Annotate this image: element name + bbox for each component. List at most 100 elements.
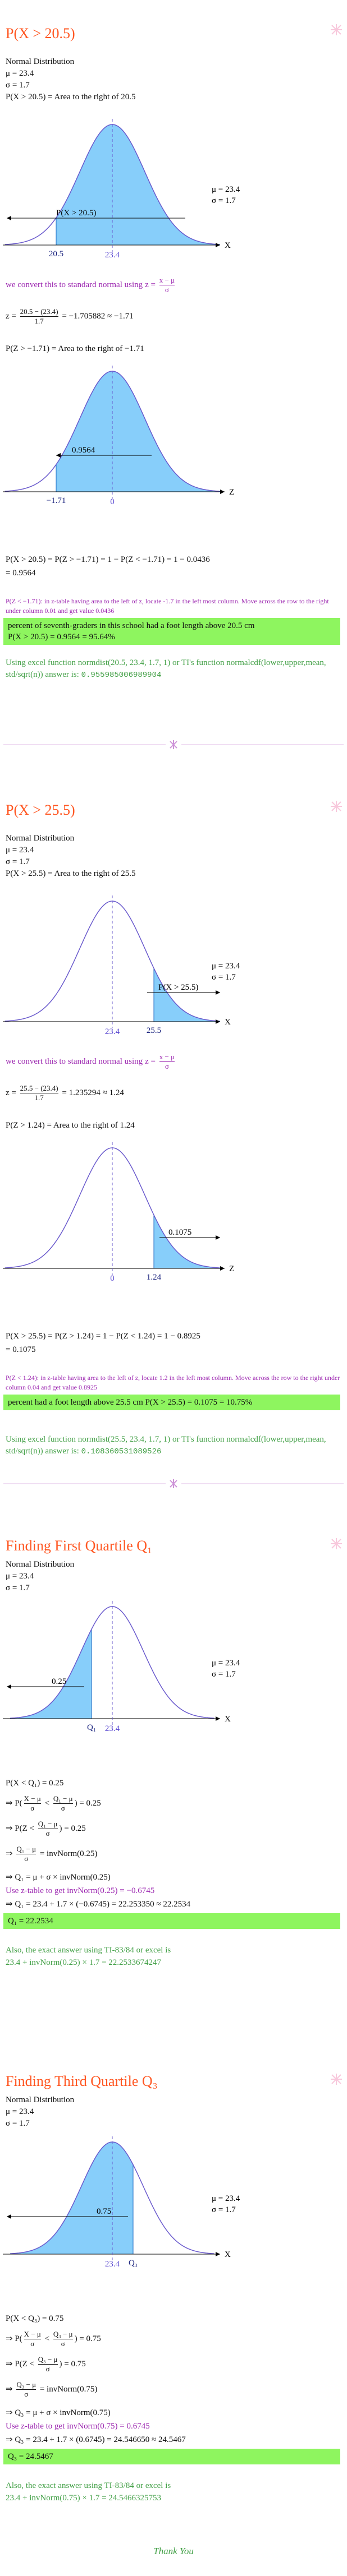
math-text: ) = 0.25 — [59, 1823, 86, 1833]
logo-shape — [331, 801, 342, 812]
cut-label: −1.71 — [47, 496, 66, 505]
logo-shape — [331, 2074, 342, 2085]
given-line: Normal Distribution — [6, 1560, 75, 1569]
cut-label: 25.5 — [147, 1026, 161, 1035]
denominator: σ — [24, 2339, 41, 2348]
math-text: < — [42, 1798, 52, 1808]
denominator: σ — [38, 2364, 58, 2374]
pointer-arrow — [56, 453, 61, 458]
axis-arrow — [216, 1019, 220, 1024]
given-line: σ = 1.7 — [6, 1584, 30, 1592]
shaded-area — [10, 2141, 134, 2255]
section: P(X > 20.5) Normal Distribution μ = 23.4 σ … — [0, 0, 347, 740]
mean-label: 23.4 — [105, 251, 120, 260]
answer-box: Q₃ = 24.5467 — [3, 2449, 340, 2464]
numerator: x − μ — [159, 276, 175, 284]
section: P(X > 25.5) Normal Distribution μ = 23.4 σ … — [0, 777, 347, 1517]
given-line: σ = 1.7 — [6, 81, 30, 90]
step-line: P(X < Q₃) = 0.75 — [6, 2313, 341, 2324]
given-line: μ = 23.4 — [6, 2107, 34, 2116]
math-text: ) = 0.75 — [74, 2334, 101, 2343]
given-line: μ = 23.4 — [6, 69, 34, 78]
answer-box: percent of seventh-graders in this schoo… — [3, 618, 340, 645]
numerator: Q₁ − μ — [38, 1820, 58, 1828]
math-text: = −1.705882 ≈ −1.71 — [60, 311, 134, 321]
math-text: = invNorm(0.25) — [38, 1849, 98, 1858]
z-table-line: Use z-table to get invNorm(0.75) = 0.674… — [6, 2422, 150, 2431]
section: Finding First Quartile Q₁ Normal Distribu… — [0, 1514, 347, 1996]
pointer-arrow — [7, 1684, 11, 1689]
excel-value: 0.955985006989904 — [81, 671, 162, 680]
cut-label: Q₃ — [129, 2259, 138, 2268]
z-area-statement: P(Z > 1.24) = Area to the right of 1.24 — [6, 1121, 135, 1130]
answer-line: P(X > 20.5) = 0.9564 = 95.64% — [8, 633, 115, 641]
step-line: ⇒ P(Z < Q₃ − μ σ) = 0.75 — [6, 2355, 341, 2374]
step-line: ⇒ Q₃ = μ + σ × invNorm(0.75) — [6, 2407, 341, 2418]
pointer-arrow — [7, 216, 11, 220]
given-line: σ = 1.7 — [6, 857, 30, 866]
closing-text: Thank You — [153, 2546, 194, 2556]
logo-shape — [331, 24, 342, 35]
excel-note: Using excel function normdist(20.5, 23.4… — [6, 657, 341, 681]
sigma-label: σ = 1.7 — [212, 973, 236, 982]
result-line: P(X > 20.5) = P(Z > −1.71) = 1 − P(Z < −… — [6, 555, 210, 564]
mean-label: 23.4 — [105, 1027, 120, 1036]
math-text: = 1.235294 ≈ 1.24 — [60, 1088, 124, 1097]
exact-text: Also, the exact answer using TI-83/84 or… — [6, 2481, 171, 2490]
section-title: P(X > 20.5) — [6, 25, 75, 41]
region-label: 0.1075 — [168, 1228, 191, 1237]
math-text: ⇒ — [6, 2384, 15, 2394]
z-area-statement: P(Z > −1.71) = Area to the right of −1.7… — [6, 344, 144, 353]
mean-label: 0 — [110, 497, 115, 506]
axis-label: X — [225, 2250, 231, 2259]
section-title: Finding First Quartile Q₁ — [6, 1538, 153, 1554]
section-title: P(X > 25.5) — [6, 802, 75, 818]
shaded-area — [153, 1215, 220, 1269]
shaded-area — [153, 968, 220, 1022]
mean-label: 0 — [110, 1274, 115, 1283]
pointer-arrow — [216, 990, 220, 995]
axis-label: X — [225, 1018, 231, 1027]
math-text: ⇒ Q₁ = μ + σ × invNorm(0.25) — [6, 1873, 111, 1882]
math-text: ⇒ P(Z < — [6, 1823, 36, 1833]
denominator: σ — [53, 2339, 73, 2348]
math-text: ⇒ P(Z < — [6, 2359, 36, 2369]
math-text: ⇒ P( — [6, 1798, 22, 1808]
mu-label: μ = 23.4 — [212, 1659, 240, 1668]
denominator: σ — [16, 1854, 36, 1863]
normal-curve-graph: 0.9564 −1.71 0 Z — [3, 366, 234, 506]
given-line: Normal Distribution — [6, 2095, 75, 2104]
axis-arrow — [216, 243, 220, 247]
region-label: P(X > 20.5) — [56, 209, 96, 218]
denominator: σ — [24, 1803, 41, 1813]
numerator: Q₁ − μ — [53, 1794, 73, 1803]
denominator: σ — [159, 285, 175, 294]
sigma-label: σ = 1.7 — [212, 2205, 236, 2214]
region-label: 0.75 — [97, 2207, 111, 2216]
math-text: < — [42, 2334, 52, 2343]
normal-curve-graph: 0.1075 1.24 0 Z — [3, 1142, 234, 1283]
exact-value: 23.4 + invNorm(0.75) × 1.7 = 24.54663257… — [6, 2494, 162, 2503]
normal-curve-graph: 0.75 Q₃ 23.4 Xμ = 23.4 σ = 1.7 — [3, 2136, 240, 2269]
excel-text: Using excel function normdist(20.5, 23.4… — [6, 658, 326, 679]
pointer-arrow — [7, 2214, 11, 2219]
pointer-arrow — [216, 1235, 220, 1240]
divider-icon — [170, 740, 177, 749]
section-title: Finding Third Quartile Q₃ — [6, 2073, 158, 2089]
axis-arrow — [216, 1716, 220, 1721]
result-line: = 0.1075 — [6, 1345, 36, 1354]
step-line: ⇒ Q₁ = μ + σ × invNorm(0.25) — [6, 1872, 341, 1883]
step-line: ⇒ P(Z < Q₁ − μ σ) = 0.25 — [6, 1820, 341, 1838]
fraction: 25.5 − (23.4) 1.7 — [20, 1084, 58, 1102]
numerator: Q₃ − μ — [16, 2380, 36, 2389]
mu-label: μ = 23.4 — [212, 2194, 240, 2203]
cut-label: 1.24 — [147, 1273, 162, 1282]
math-text: P(X < Q₃) = 0.75 — [6, 2314, 64, 2323]
corner-logo — [331, 24, 342, 35]
normal-curve-graph: P(X > 20.5) 20.5 23.4 Xμ = 23.4 σ = 1.7 — [3, 119, 240, 260]
